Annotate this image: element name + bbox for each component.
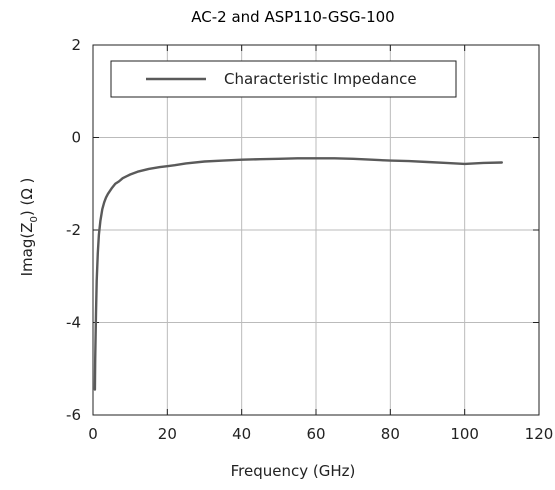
x-tick-label: 20: [158, 425, 177, 443]
series-line-characteristic-impedance: [95, 158, 502, 389]
x-tick-label: 0: [88, 425, 98, 443]
y-axis-title: Imag(Z0) (Ω ): [18, 178, 40, 277]
x-tick-labels: 0 20 40 60 80 100 120: [88, 425, 553, 443]
y-tick-label: -2: [66, 221, 81, 239]
x-tick-label: 100: [450, 425, 479, 443]
y-axis-title-unit: ) (Ω ): [18, 178, 36, 217]
legend-label: Characteristic Impedance: [224, 70, 417, 88]
y-tick-label: -6: [66, 406, 81, 424]
chart-title: AC-2 and ASP110-GSG-100: [191, 8, 394, 26]
legend: Characteristic Impedance: [111, 61, 456, 97]
x-tick-label: 120: [525, 425, 554, 443]
grid: [93, 45, 539, 415]
y-axis-title-main: Imag(Z: [18, 223, 36, 277]
y-tick-label: 2: [71, 36, 81, 54]
y-tick-label: -4: [66, 314, 81, 332]
y-tick-labels: -6 -4 -2 0 2: [66, 36, 81, 424]
x-axis-title: Frequency (GHz): [231, 462, 356, 480]
x-tick-label: 80: [381, 425, 400, 443]
y-tick-label: 0: [71, 129, 81, 147]
x-tick-label: 60: [306, 425, 325, 443]
x-tick-label: 40: [232, 425, 251, 443]
